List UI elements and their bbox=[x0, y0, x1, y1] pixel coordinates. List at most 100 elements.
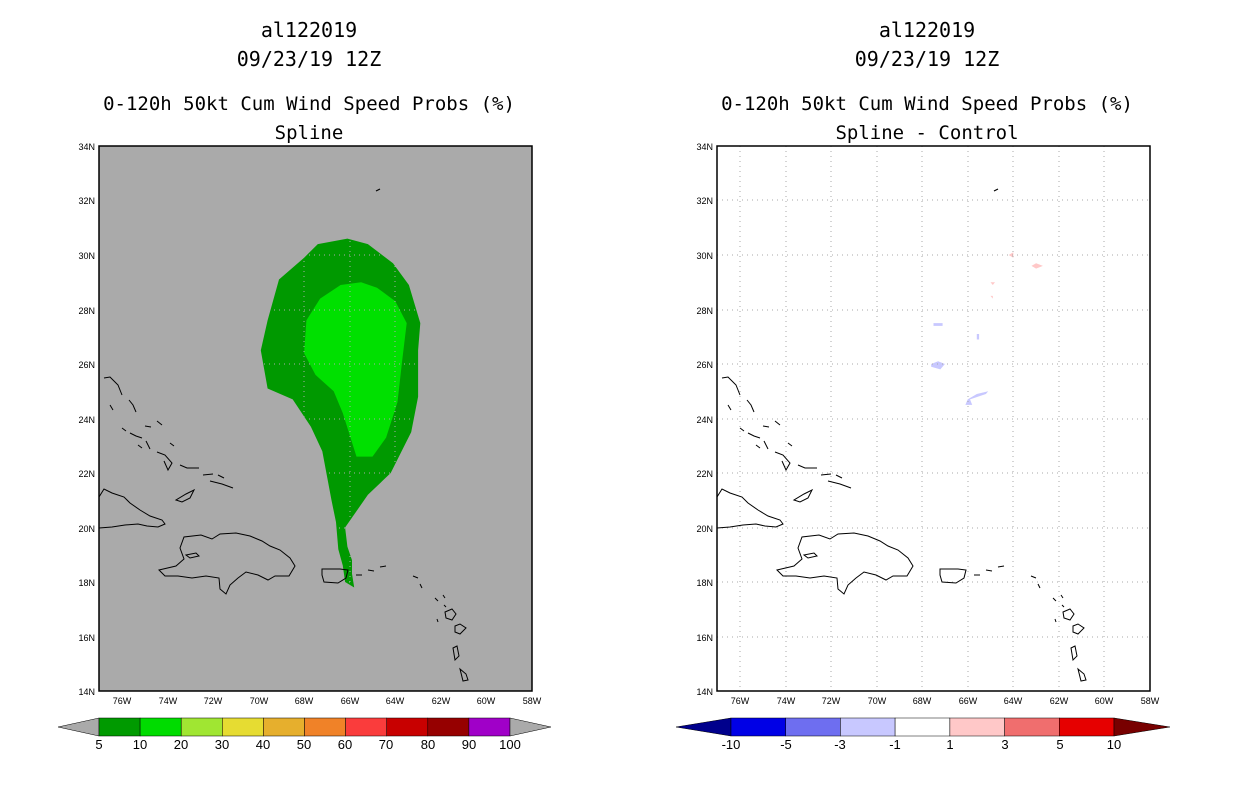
left-colorbar-swatch bbox=[98, 717, 141, 737]
right-contour-region-3 bbox=[976, 334, 980, 340]
right-map-background bbox=[717, 146, 1150, 691]
right-colorbar-swatch bbox=[730, 717, 786, 737]
left-xtick: 58W bbox=[523, 696, 542, 706]
left-colorbar-swatch bbox=[304, 717, 346, 737]
right-subtitle: Spline - Control bbox=[835, 122, 1018, 144]
left-ytick: 26N bbox=[78, 360, 95, 370]
right-ytick: 16N bbox=[696, 633, 713, 643]
left-contour-region-1 bbox=[304, 282, 407, 457]
right-map-frame bbox=[716, 145, 1151, 692]
right-colorbar-swatch bbox=[949, 717, 1005, 737]
right-ytick: 32N bbox=[696, 196, 713, 206]
right-contour-region-2 bbox=[933, 323, 943, 326]
right-colorbar-under-arrow bbox=[675, 717, 732, 737]
left-colorbar-swatch bbox=[468, 717, 511, 737]
left-storm-id: al122019 bbox=[261, 18, 357, 42]
right-ytick: 18N bbox=[696, 578, 713, 588]
right-ytick: 28N bbox=[696, 306, 713, 316]
right-ytick: 22N bbox=[696, 469, 713, 479]
left-ytick: 28N bbox=[78, 306, 95, 316]
left-colorbar-label: 50 bbox=[297, 737, 311, 752]
left-ytick: 24N bbox=[78, 415, 95, 425]
right-ytick: 14N bbox=[696, 687, 713, 697]
right-ytick: 20N bbox=[696, 524, 713, 534]
left-colorbar-label: 5 bbox=[95, 737, 102, 752]
left-colorbar-swatch bbox=[139, 717, 182, 737]
left-colorbar-label: 90 bbox=[462, 737, 476, 752]
right-contour-layer bbox=[931, 252, 1043, 405]
left-colorbar-swatch bbox=[427, 717, 470, 737]
left-ytick: 18N bbox=[78, 578, 95, 588]
left-subtitle: Spline bbox=[275, 122, 344, 144]
right-ytick: 34N bbox=[696, 142, 713, 152]
right-contour-region-4 bbox=[1031, 263, 1043, 269]
left-ytick: 22N bbox=[78, 469, 95, 479]
right-xtick: 66W bbox=[959, 696, 978, 706]
left-xtick: 74W bbox=[159, 696, 178, 706]
right-colorbar: -10 -5 -3 -1 1 3 5 10 bbox=[675, 717, 1171, 752]
left-panel: al122019 09/23/19 12Z 0-120h 50kt Cum Wi… bbox=[57, 18, 552, 752]
left-colorbar-label: 60 bbox=[338, 737, 352, 752]
left-colorbar-label: 10 bbox=[133, 737, 147, 752]
right-contour-region-0 bbox=[965, 391, 989, 405]
right-colorbar-swatch bbox=[894, 717, 951, 737]
right-colorbar-over-arrow bbox=[1113, 717, 1171, 737]
right-contour-region-5 bbox=[1008, 252, 1014, 258]
right-xtick: 60W bbox=[1095, 696, 1114, 706]
left-xtick: 66W bbox=[341, 696, 360, 706]
right-colorbar-label: -3 bbox=[834, 737, 846, 752]
right-title: 0-120h 50kt Cum Wind Speed Probs (%) bbox=[721, 93, 1133, 115]
left-xtick: 72W bbox=[204, 696, 223, 706]
right-ytick: 30N bbox=[696, 251, 713, 261]
left-ytick: 32N bbox=[78, 196, 95, 206]
left-map-frame bbox=[98, 145, 533, 692]
left-ytick: 34N bbox=[78, 142, 95, 152]
right-xtick: 64W bbox=[1004, 696, 1023, 706]
right-ytick: 26N bbox=[696, 360, 713, 370]
right-contour-region-7 bbox=[990, 295, 993, 299]
right-contour-region-6 bbox=[990, 282, 995, 285]
left-colorbar-label: 100 bbox=[499, 737, 521, 752]
left-colorbar-label: 40 bbox=[256, 737, 270, 752]
left-title: 0-120h 50kt Cum Wind Speed Probs (%) bbox=[103, 93, 515, 115]
left-ytick: 14N bbox=[78, 687, 95, 697]
left-contour-layer bbox=[260, 238, 421, 588]
left-ytick: 30N bbox=[78, 251, 95, 261]
left-colorbar-swatch bbox=[263, 717, 305, 737]
right-xtick: 62W bbox=[1050, 696, 1069, 706]
left-colorbar-over-arrow bbox=[509, 717, 552, 737]
right-xtick: 58W bbox=[1141, 696, 1160, 706]
right-ytick: 24N bbox=[696, 415, 713, 425]
left-colorbar-swatch bbox=[180, 717, 223, 737]
left-colorbar-swatch bbox=[386, 717, 429, 737]
right-colorbar-label: 3 bbox=[1001, 737, 1008, 752]
left-xtick: 68W bbox=[295, 696, 314, 706]
right-storm-id: al122019 bbox=[879, 18, 975, 42]
right-colorbar-label: 1 bbox=[946, 737, 953, 752]
right-xtick: 68W bbox=[913, 696, 932, 706]
left-xtick: 60W bbox=[477, 696, 496, 706]
right-colorbar-label: -10 bbox=[722, 737, 741, 752]
right-colorbar-label: -1 bbox=[889, 737, 901, 752]
right-datetime: 09/23/19 12Z bbox=[855, 47, 1000, 71]
left-colorbar-swatch bbox=[345, 717, 387, 737]
right-colorbar-label: 5 bbox=[1056, 737, 1063, 752]
left-xtick: 62W bbox=[432, 696, 451, 706]
left-colorbar: 5 10 20 30 40 50 60 70 80 90 100 bbox=[57, 717, 552, 752]
left-xtick: 76W bbox=[113, 696, 132, 706]
right-xtick: 76W bbox=[731, 696, 750, 706]
right-panel: al122019 09/23/19 12Z 0-120h 50kt Cum Wi… bbox=[675, 18, 1171, 752]
left-colorbar-swatch bbox=[222, 717, 264, 737]
right-contour-region-1 bbox=[931, 361, 945, 370]
left-xtick: 64W bbox=[386, 696, 405, 706]
left-ytick: 20N bbox=[78, 524, 95, 534]
left-datetime: 09/23/19 12Z bbox=[237, 47, 382, 71]
left-xtick: 70W bbox=[250, 696, 269, 706]
right-colorbar-swatch bbox=[1004, 717, 1060, 737]
left-colorbar-label: 30 bbox=[215, 737, 229, 752]
right-colorbar-label: -5 bbox=[780, 737, 792, 752]
left-colorbar-label: 70 bbox=[379, 737, 393, 752]
right-colorbar-label: 10 bbox=[1107, 737, 1121, 752]
right-xtick: 70W bbox=[868, 696, 887, 706]
